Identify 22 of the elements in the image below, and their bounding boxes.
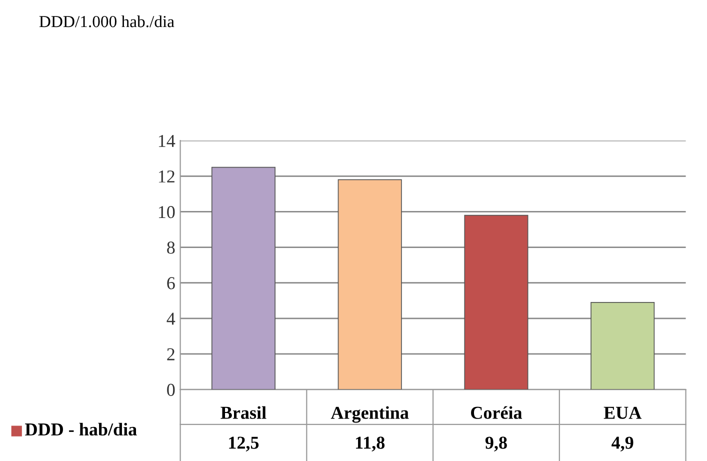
y-tick-label: 12 (158, 170, 174, 182)
chart-title: DDD/1.000 hab./dia (39, 15, 174, 28)
data-label: 9,8 (485, 436, 507, 452)
data-label: 12,5 (229, 436, 259, 452)
data-label: 4,9 (612, 436, 634, 452)
y-tick-label: 6 (167, 277, 175, 290)
data-label: 11,8 (356, 436, 385, 452)
bar (211, 166, 276, 390)
bar (338, 179, 402, 390)
x-tick-label: Argentina (330, 406, 409, 423)
x-tick-label: Coréia (471, 406, 522, 419)
y-tick-label: 0 (167, 384, 175, 396)
y-tick-label: 8 (167, 242, 175, 254)
bar (464, 214, 528, 390)
y-tick-label: 4 (166, 312, 176, 325)
y-tick-label: 10 (158, 206, 175, 218)
x-tick-label: Brasil (220, 406, 266, 419)
bar (590, 302, 655, 390)
x-tick-label: EUA (604, 406, 642, 419)
y-tick-label: 2 (167, 348, 174, 360)
y-tick-label: 14 (158, 134, 176, 147)
legend-label: DDD - hab/dia (25, 422, 137, 436)
